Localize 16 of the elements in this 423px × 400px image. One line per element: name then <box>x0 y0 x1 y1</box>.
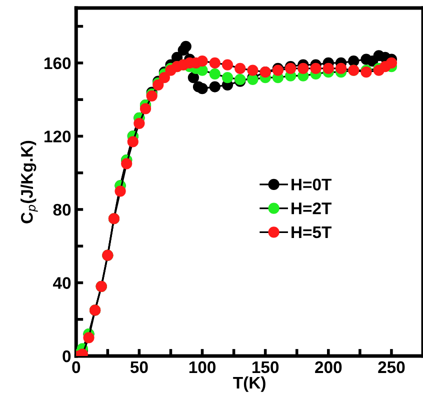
legend-label: H=2T <box>292 202 332 214</box>
x-tick-label: 100 <box>189 361 216 374</box>
x-tick-label: 200 <box>315 361 342 374</box>
x-tick-label: 50 <box>130 361 148 374</box>
x-tick-label: 250 <box>378 361 405 374</box>
y-tick-label: 160 <box>44 57 71 70</box>
legend-label: H=0T <box>292 178 332 190</box>
y-tick-label: 40 <box>52 277 71 289</box>
y-tick-label: 80 <box>53 204 71 216</box>
x-tick-label: 150 <box>252 361 279 374</box>
legend-label: H=5T <box>292 226 332 238</box>
x-tick-label: 0 <box>72 361 80 374</box>
y-tick-label: 0 <box>62 350 71 362</box>
y-tick-label: 120 <box>44 130 71 142</box>
y-axis-title: C$_{p}$(J/Kg.K) <box>20 140 38 224</box>
x-axis-title: T(K) <box>233 376 266 392</box>
